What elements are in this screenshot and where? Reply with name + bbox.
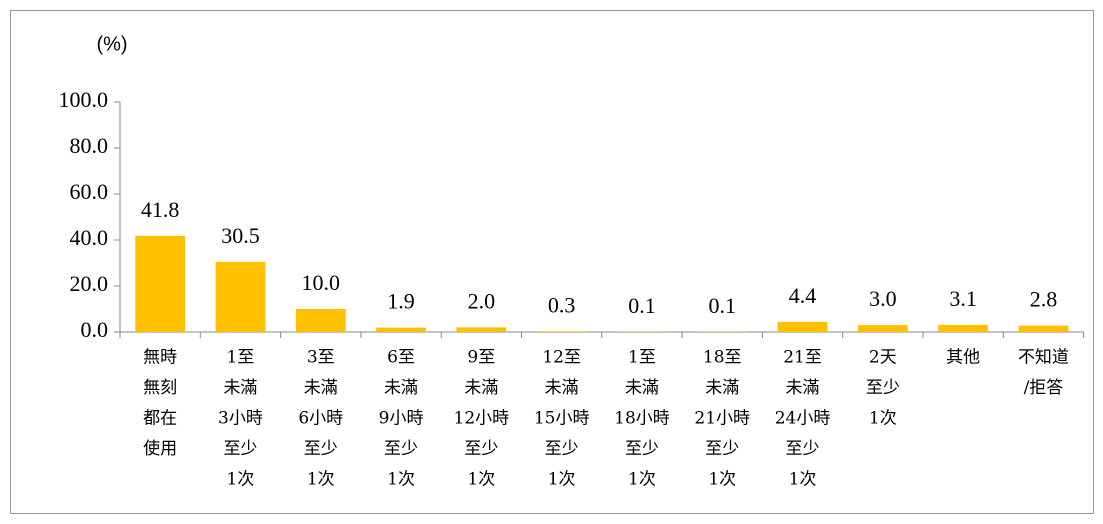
x-tick-label: 1次 [387, 470, 415, 490]
bar [1018, 325, 1069, 332]
x-tick-label: 未滿 [705, 378, 739, 398]
x-tick-label: 3至 [307, 348, 335, 368]
x-tick-label: 使用 [143, 438, 177, 459]
value-label: 2.8 [1030, 287, 1058, 312]
x-tick-label: 未滿 [223, 378, 257, 398]
x-tick-label: 1至 [628, 348, 656, 368]
value-label: 3.1 [949, 286, 977, 311]
bar [857, 325, 908, 332]
x-tick-label: 9至 [467, 348, 495, 368]
x-tick-label: 都在 [143, 409, 177, 429]
bar [938, 324, 989, 332]
value-label: 3.0 [869, 286, 897, 311]
x-tick-label: 至少 [866, 378, 900, 398]
x-tick-label: 不知道 [1018, 348, 1069, 368]
x-tick-label: 1次 [227, 470, 255, 490]
bar [777, 321, 828, 332]
y-tick-label: 40.0 [70, 225, 109, 250]
x-tick-label: 1次 [628, 470, 656, 490]
y-tick-label: 100.0 [59, 87, 109, 112]
x-tick-label: 未滿 [625, 378, 659, 398]
x-tick-label: 至少 [384, 439, 418, 459]
x-tick-label: 18至 [703, 348, 742, 368]
x-tick-label: 6小時 [298, 409, 343, 429]
value-label: 30.5 [221, 223, 260, 248]
x-tick-label: 未滿 [384, 378, 418, 398]
x-tick-label: 21至 [783, 348, 822, 368]
y-tick-label: 20.0 [70, 271, 109, 296]
x-tick-label: 1次 [548, 470, 576, 490]
x-tick-label: 至少 [625, 439, 659, 459]
x-tick-label: 至少 [464, 439, 498, 459]
value-label: 41.8 [141, 197, 180, 222]
chart-border [10, 10, 1094, 514]
x-tick-label: 至少 [786, 439, 820, 459]
x-tick-label: 15小時 [534, 409, 590, 429]
value-label: 4.4 [789, 283, 817, 308]
value-label: 2.0 [468, 288, 496, 313]
bar [295, 309, 346, 332]
x-tick-label: 1次 [307, 470, 335, 490]
x-tick-label: 未滿 [464, 378, 498, 398]
y-axis-label: (%) [96, 33, 127, 55]
x-tick-label: 21小時 [694, 409, 750, 429]
x-tick-label: 未滿 [545, 378, 579, 398]
x-tick-label: 18小時 [614, 409, 670, 429]
x-tick-label: 至少 [705, 439, 739, 459]
x-tick-label: 1次 [789, 470, 817, 490]
x-tick-label: 無刻 [143, 378, 177, 398]
x-tick-label: 至少 [545, 439, 579, 459]
x-tick-label: 未滿 [786, 378, 820, 398]
x-tick-label: 1次 [467, 470, 495, 490]
value-label: 1.9 [387, 289, 415, 314]
x-tick-label: 9小時 [379, 409, 424, 429]
value-label: 10.0 [302, 270, 341, 295]
x-tick-label: 至少 [304, 439, 338, 459]
x-tick-label: 1次 [708, 470, 736, 490]
bar [536, 331, 587, 332]
x-tick-label: 24小時 [775, 409, 831, 429]
y-tick-label: 60.0 [70, 179, 109, 204]
x-tick-label: 3小時 [218, 409, 263, 429]
bar [376, 327, 426, 332]
value-label: 0.3 [548, 292, 576, 317]
x-tick-label: 6至 [387, 348, 415, 368]
value-label: 0.1 [709, 293, 737, 318]
x-tick-label: 至少 [223, 439, 257, 459]
x-tick-label: 2天 [869, 348, 897, 368]
x-tick-label: 1次 [869, 409, 897, 429]
y-tick-label: 80.0 [70, 133, 109, 158]
x-tick-label: /拒答 [1024, 378, 1064, 398]
value-label: 0.1 [628, 293, 656, 318]
x-tick-label: 未滿 [304, 378, 338, 398]
x-tick-label: 無時 [143, 348, 177, 368]
bar [135, 235, 186, 332]
x-tick-label: 12至 [542, 348, 581, 368]
x-tick-label: 其他 [946, 348, 980, 368]
bar [456, 327, 507, 332]
y-tick-label: 0.0 [81, 317, 109, 342]
x-tick-label: 12小時 [454, 409, 510, 429]
x-tick-label: 1至 [227, 348, 255, 368]
bar [215, 261, 266, 332]
